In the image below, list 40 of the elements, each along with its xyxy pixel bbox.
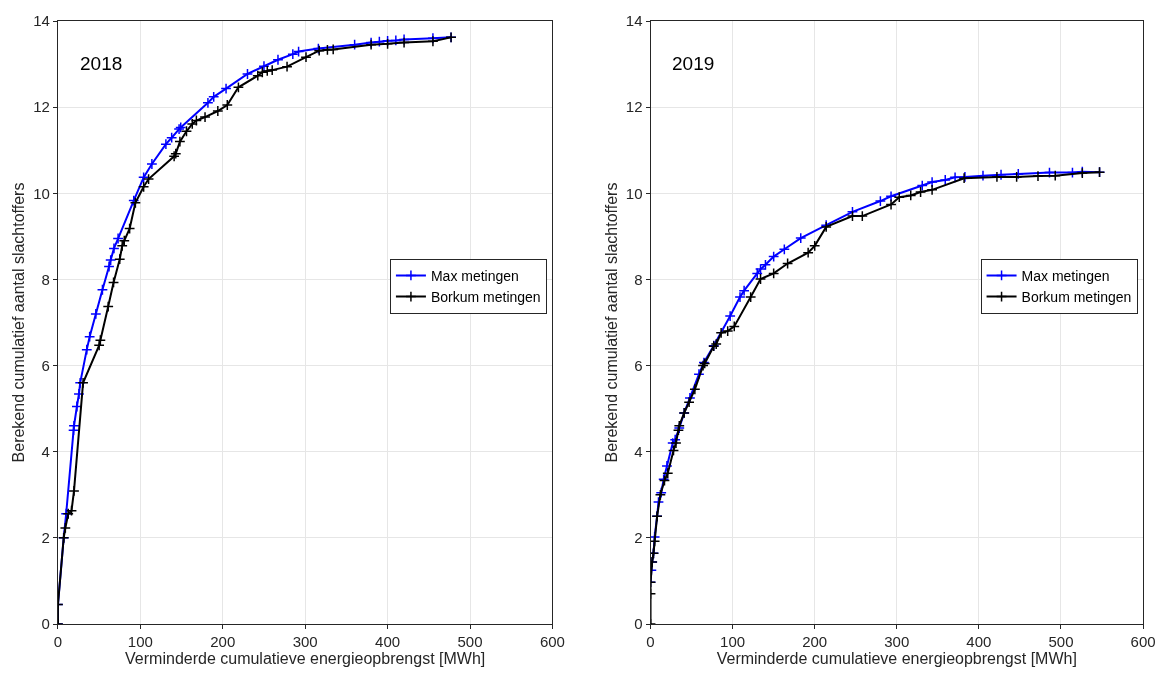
x-tick-label: 400 — [966, 633, 992, 650]
x-tick-label: 100 — [127, 633, 153, 650]
annotation: 2019 — [672, 53, 715, 74]
x-tick-label: 100 — [720, 633, 746, 650]
y-tick-label: 4 — [41, 442, 50, 460]
x-tick-label: 400 — [375, 633, 401, 650]
x-tick-label: 500 — [457, 633, 483, 650]
x-tick-label: 600 — [539, 633, 565, 650]
legend-label: Max metingen — [1021, 267, 1110, 284]
y-tick-label: 2 — [634, 529, 643, 547]
x-tick-label: 0 — [53, 633, 63, 650]
x-tick-label: 300 — [884, 633, 910, 650]
legend-label: Max metingen — [430, 267, 519, 284]
y-tick-label: 4 — [634, 442, 643, 460]
y-tick-label: 8 — [634, 270, 643, 288]
y-tick-label: 2 — [41, 529, 50, 547]
y-axis-title: Berekend cumulatief aantal slachtoffers — [602, 182, 620, 463]
y-tick-label: 10 — [625, 184, 643, 202]
x-axis-title: Verminderde cumulatieve energieopbrengst [MWh] — [716, 650, 1077, 667]
y-tick-label: 14 — [625, 12, 643, 30]
x-tick-label: 300 — [292, 633, 318, 650]
annotation: 2018 — [80, 53, 123, 74]
y-tick-label: 0 — [41, 615, 50, 633]
legend-label: Borkum metingen — [430, 289, 541, 306]
x-tick-label: 0 — [646, 633, 655, 650]
x-tick-label: 200 — [802, 633, 828, 650]
y-tick-label: 6 — [41, 356, 50, 374]
x-axis-title: Verminderde cumulatieve energieopbrengst [MWh] — [125, 650, 486, 667]
y-tick-label: 10 — [33, 184, 50, 202]
y-tick-label: 0 — [634, 615, 643, 633]
y-tick-label: 6 — [634, 356, 643, 374]
legend-label: Borkum metingen — [1021, 289, 1132, 306]
x-tick-label: 200 — [210, 633, 236, 650]
y-tick-label: 12 — [625, 98, 643, 116]
y-tick-label: 14 — [33, 12, 50, 30]
x-tick-label: 600 — [1130, 633, 1156, 650]
y-tick-label: 12 — [33, 98, 50, 116]
y-axis-title: Berekend cumulatief aantal slachtoffers — [10, 182, 28, 463]
x-tick-label: 500 — [1048, 633, 1074, 650]
y-tick-label: 8 — [41, 270, 50, 288]
